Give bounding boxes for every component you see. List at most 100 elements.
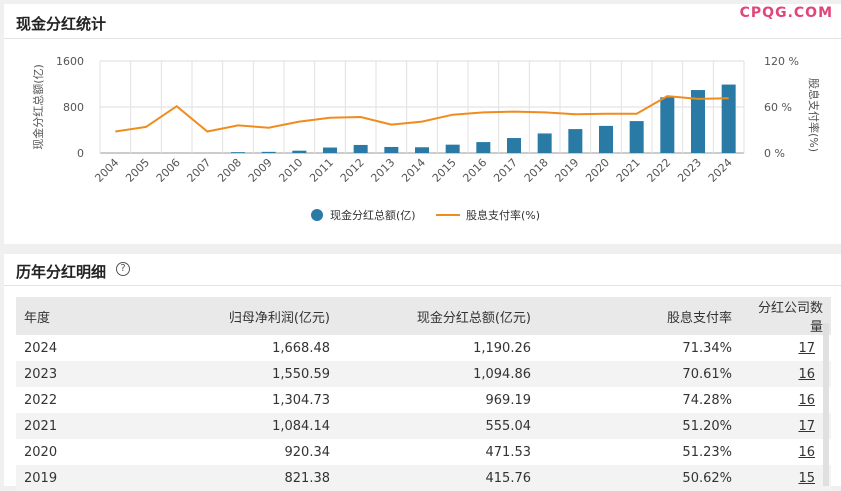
dividend-stats-panel: 现金分红统计 0 800 1600 0 % 60 % 120 % 2004 2005 2006 2…	[4, 4, 841, 244]
cell-net-profit: 821.38	[112, 465, 338, 491]
table-header-row: 年度 归母净利润(亿元) 现金分红总额(亿元) 股息支付率 分红公司数量	[16, 297, 831, 335]
bar	[384, 146, 399, 153]
cell-payout-ratio: 51.23%	[682, 444, 732, 460]
bar	[323, 147, 337, 153]
x-tick-label: 2016	[460, 156, 489, 185]
x-tick-label: 2010	[276, 156, 305, 185]
bar-series	[231, 84, 736, 153]
cell-net-profit: 1,668.48	[272, 340, 330, 356]
x-tick-label: 2011	[307, 156, 336, 185]
bar	[599, 125, 613, 153]
detail-section-title: 历年分红明细	[16, 263, 107, 281]
x-tick-label: 2021	[614, 156, 643, 185]
bar	[691, 90, 705, 153]
cell-year: 2022	[24, 392, 58, 408]
help-icon[interactable]: ?	[116, 262, 130, 276]
y-tick-label: 800	[63, 101, 84, 114]
cell-dividend-total: 1,190.26	[473, 340, 531, 356]
col-header-company-count[interactable]: 分红公司数量	[740, 297, 831, 335]
y2-tick-label: 120 %	[764, 55, 799, 68]
x-tick-label: 2020	[583, 156, 612, 185]
table-row: 2019 821.38 415.76 50.62% 15	[16, 465, 831, 491]
dividend-chart: 0 800 1600 0 % 60 % 120 % 2004 2005 2006 2007 2008…	[31, 55, 821, 222]
company-count-link[interactable]: 16	[798, 392, 815, 408]
cell-year: 2020	[24, 444, 58, 460]
bar	[629, 121, 644, 153]
x-tick-label: 2004	[92, 156, 121, 185]
company-count-link[interactable]: 17	[798, 418, 815, 434]
y-axis-title: 现金分红总额(亿)	[31, 64, 45, 150]
table-row: 2024 1,668.48 1,190.26 71.34% 17	[16, 335, 831, 361]
y2-tick-label: 60 %	[764, 101, 792, 114]
company-count-link[interactable]: 16	[798, 444, 815, 460]
chart-legend[interactable]: 现金分红总额(亿) 股息支付率(%)	[311, 208, 540, 222]
company-count-link[interactable]: 17	[798, 340, 815, 356]
cell-net-profit: 920.34	[284, 444, 331, 460]
col-header-dividend-total[interactable]: 现金分红总额(亿元)	[338, 297, 539, 335]
cell-payout-ratio: 74.28%	[682, 392, 732, 408]
company-count-link[interactable]: 16	[798, 366, 815, 382]
x-tick-label: 2019	[552, 156, 581, 185]
divider	[4, 285, 841, 286]
legend-dot-dividend	[311, 209, 323, 221]
y2-tick-label: 0 %	[764, 147, 785, 160]
payout-ratio-line	[115, 95, 729, 133]
x-tick-label: 2009	[246, 156, 275, 185]
bar	[231, 152, 245, 153]
cell-year: 2024	[24, 340, 58, 356]
cell-payout-ratio: 70.61%	[539, 361, 740, 387]
site-watermark: CPQG.COM	[739, 5, 833, 21]
bar	[721, 84, 736, 153]
table-row: 2023 1,550.59 1,094.86 70.61% 16	[16, 361, 831, 387]
y2-axis-title: 股息支付率(%)	[807, 78, 821, 152]
x-tick-label: 2013	[368, 156, 397, 185]
bar	[476, 142, 491, 153]
table-scrollbar[interactable]	[823, 323, 829, 486]
bar	[353, 144, 368, 153]
chart-grid	[99, 60, 745, 154]
company-count-link[interactable]: 15	[798, 470, 815, 486]
x-tick-label: 2008	[215, 156, 244, 185]
table-row: 2021 1,084.14 555.04 51.20% 17	[16, 413, 831, 439]
bar	[261, 151, 276, 153]
table-row: 2022 1,304.73 969.19 74.28% 16	[16, 387, 831, 413]
bar	[445, 144, 460, 153]
x-tick-label: 2023	[675, 156, 704, 185]
cell-net-profit: 1,550.59	[112, 361, 338, 387]
cell-dividend-total: 415.76	[338, 465, 539, 491]
cell-payout-ratio: 71.34%	[682, 340, 732, 356]
cell-payout-ratio: 51.20%	[539, 413, 740, 439]
bar	[660, 97, 675, 153]
cell-year: 2019	[16, 465, 112, 491]
cell-year: 2023	[16, 361, 112, 387]
cell-dividend-total: 969.19	[485, 392, 532, 408]
x-tick-label: 2022	[644, 156, 673, 185]
chart-section-title: 现金分红统计	[16, 15, 107, 33]
bar	[292, 150, 307, 153]
bar	[415, 147, 429, 153]
y-tick-label: 0	[77, 147, 84, 160]
dividend-detail-panel: 历年分红明细 ? 年度 归母净利润(亿元) 现金分红总额(亿元) 股息支付率 分…	[4, 254, 841, 491]
bar	[507, 138, 521, 153]
bar	[537, 133, 552, 153]
divider	[4, 38, 841, 39]
legend-label-dividend: 现金分红总额(亿)	[330, 208, 416, 222]
x-tick-label: 2018	[522, 156, 551, 185]
col-header-payout-ratio[interactable]: 股息支付率	[539, 297, 740, 335]
cell-year: 2021	[16, 413, 112, 439]
bar	[568, 129, 583, 153]
cell-dividend-total: 555.04	[338, 413, 539, 439]
col-header-net-profit[interactable]: 归母净利润(亿元)	[112, 297, 338, 335]
cell-dividend-total: 471.53	[485, 444, 532, 460]
dividend-detail-table: 年度 归母净利润(亿元) 现金分红总额(亿元) 股息支付率 分红公司数量 202…	[16, 297, 831, 491]
table-row: 2020 920.34 471.53 51.23% 16	[16, 439, 831, 465]
cell-payout-ratio: 50.62%	[539, 465, 740, 491]
x-tick-label: 2012	[338, 156, 367, 185]
x-tick-label: 2014	[399, 156, 428, 185]
legend-label-payout: 股息支付率(%)	[466, 208, 540, 222]
x-tick-label: 2007	[184, 156, 213, 185]
x-tick-label: 2006	[154, 156, 183, 185]
cell-dividend-total: 1,094.86	[338, 361, 539, 387]
x-tick-label: 2017	[491, 156, 520, 185]
col-header-year[interactable]: 年度	[16, 297, 112, 335]
